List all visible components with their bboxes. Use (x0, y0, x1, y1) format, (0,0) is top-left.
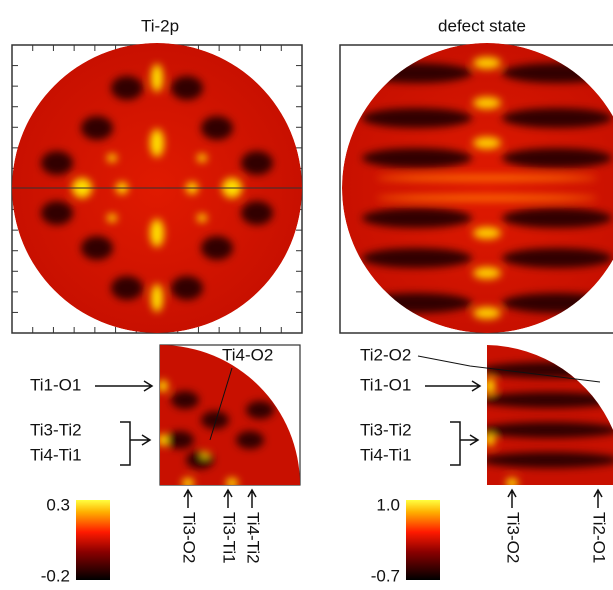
spot (41, 201, 73, 225)
arrow (95, 381, 152, 391)
spot (171, 391, 199, 409)
arrow (425, 381, 480, 391)
label: Ti3-Ti1 (220, 512, 239, 564)
spot (362, 293, 472, 313)
spot (41, 151, 73, 175)
spot (171, 76, 203, 100)
spot (241, 151, 273, 175)
spot (111, 276, 143, 300)
spot (150, 129, 164, 157)
spot (150, 219, 164, 247)
arrow (508, 490, 516, 508)
label: Ti4-Ti2 (244, 512, 263, 564)
figure: Ti-2p defect state Ti1-O1 Ti3-Ti2 Ti4-Ti… (0, 0, 613, 590)
panel-title: Ti-2p (141, 16, 179, 35)
spot (377, 175, 597, 181)
spot (502, 293, 612, 313)
spot (362, 108, 472, 128)
spot (171, 276, 203, 300)
spot (182, 478, 194, 488)
arrow (594, 490, 602, 508)
spot (197, 214, 207, 222)
spot (485, 378, 495, 394)
label: Ti3-O2 (180, 512, 199, 563)
bracket (120, 422, 150, 465)
spot (241, 201, 273, 225)
spot (502, 108, 612, 128)
spot (151, 64, 163, 92)
spot (377, 195, 597, 201)
spot (473, 307, 501, 319)
spot (201, 116, 233, 140)
spot (362, 208, 472, 228)
spot (473, 97, 501, 109)
spot (502, 208, 612, 228)
bracket (450, 422, 478, 465)
colorbar (406, 500, 440, 580)
panel-title: defect state (438, 16, 526, 35)
spot (246, 401, 274, 419)
spot (473, 57, 501, 69)
label: Ti4-O2 (222, 345, 273, 364)
spot (107, 214, 117, 222)
quarter-pattern (158, 345, 300, 488)
spot (201, 236, 233, 260)
colorbar-max: 1.0 (376, 495, 400, 514)
spot (151, 284, 163, 312)
label: Ti2-O1 (590, 512, 609, 563)
spot (362, 248, 472, 268)
label: Ti2-O2 (360, 345, 411, 364)
label: Ti3-Ti2 (360, 420, 412, 439)
spot (226, 478, 238, 488)
spot (502, 148, 612, 168)
spot (236, 431, 264, 449)
spot (111, 76, 143, 100)
diffraction-pattern (342, 43, 613, 333)
label: Ti1-O1 (360, 375, 411, 394)
spot (186, 451, 214, 469)
spot (107, 154, 117, 162)
colorbar-min: -0.2 (41, 566, 70, 585)
spot (81, 116, 113, 140)
spot (197, 154, 207, 162)
colorbar (76, 500, 110, 580)
spot (166, 431, 194, 449)
spot (201, 411, 229, 429)
label: Ti3-Ti2 (30, 420, 82, 439)
spot (81, 236, 113, 260)
spot (473, 137, 501, 149)
spot (473, 267, 501, 279)
arrow (248, 490, 256, 508)
arrow (224, 490, 232, 508)
colorbar-max: 0.3 (46, 495, 70, 514)
label: Ti1-O1 (30, 375, 81, 394)
colorbar-min: -0.7 (371, 566, 400, 585)
quarter-pattern (480, 345, 613, 488)
spot (362, 148, 472, 168)
label: Ti4-Ti1 (360, 445, 412, 464)
label: Ti4-Ti1 (30, 445, 82, 464)
spot (473, 227, 501, 239)
spot (502, 63, 612, 83)
arrow (184, 490, 192, 508)
label: Ti3-O2 (504, 512, 523, 563)
spot (362, 63, 472, 83)
spot (506, 478, 518, 488)
spot (201, 452, 209, 458)
spot (485, 434, 495, 446)
spot (502, 248, 612, 268)
